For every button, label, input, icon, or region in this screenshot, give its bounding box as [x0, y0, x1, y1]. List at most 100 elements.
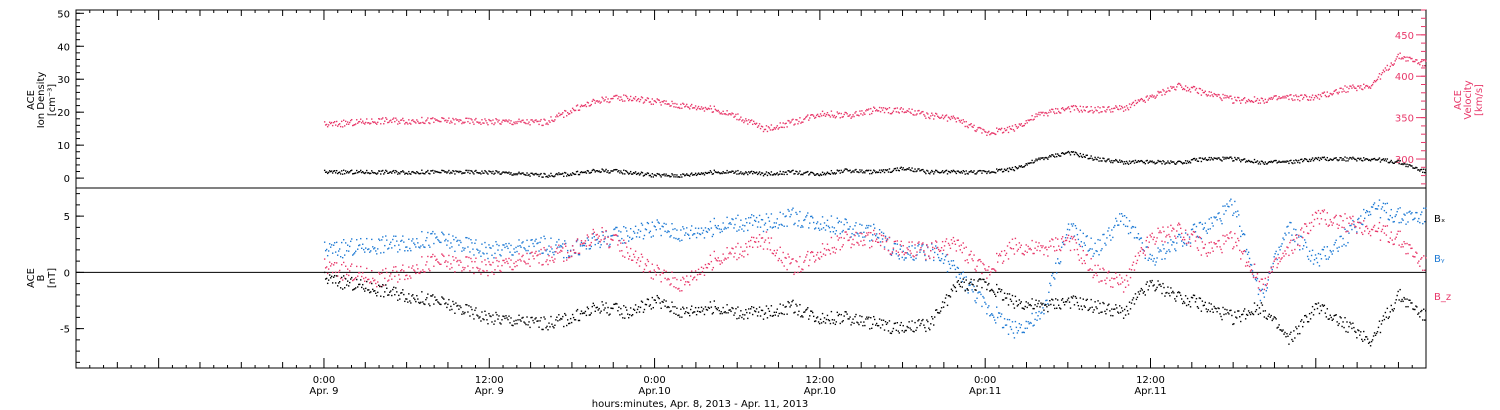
bz-point [392, 269, 394, 272]
density-point [838, 169, 840, 172]
bz-point [1176, 230, 1178, 232]
bz-point [1364, 225, 1367, 228]
bz-point [1047, 255, 1049, 257]
by-point [1024, 327, 1026, 330]
bz-point [709, 254, 712, 257]
velocity-point [443, 117, 445, 120]
density-point [988, 170, 990, 172]
density-point [889, 171, 892, 174]
bz-point [808, 264, 810, 267]
by-point [435, 237, 437, 239]
bz-point [433, 265, 435, 267]
velocity-point [632, 97, 635, 99]
density-point [625, 170, 627, 172]
bz-point [417, 268, 419, 270]
velocity-point [820, 115, 823, 117]
velocity-point [502, 119, 504, 121]
velocity-point [471, 119, 473, 121]
density-point [364, 172, 366, 175]
bz-point [454, 271, 456, 273]
velocity-point [612, 97, 614, 100]
bz-point [1039, 250, 1041, 252]
velocity-point [1063, 109, 1066, 112]
velocity-point [332, 121, 335, 124]
by-point [857, 233, 859, 235]
bz-point [1071, 238, 1074, 240]
velocity-point [1125, 105, 1128, 107]
velocity-point [1290, 94, 1292, 96]
by-point [1388, 219, 1391, 221]
bz-point [1180, 232, 1183, 235]
bz-point [504, 262, 506, 264]
velocity-point [847, 115, 849, 117]
velocity-point [805, 116, 807, 119]
bx-point [637, 306, 640, 308]
bz-point [356, 265, 358, 268]
bz-point [893, 240, 896, 243]
density-point [854, 169, 856, 171]
by-point [1145, 246, 1147, 248]
bz-point [585, 245, 588, 247]
bz-point [682, 276, 684, 279]
density-point [1203, 158, 1206, 160]
by-point [325, 248, 328, 251]
by-point [1270, 266, 1272, 268]
velocity-point [1367, 87, 1370, 89]
by-point [759, 226, 762, 228]
bx-point [567, 322, 570, 325]
bz-point [1063, 243, 1066, 246]
velocity-point [715, 109, 717, 112]
velocity-point [896, 107, 899, 109]
by-point [385, 235, 387, 237]
by-point [687, 233, 689, 235]
density-point [658, 173, 660, 175]
velocity-point [981, 132, 983, 134]
velocity-point [1261, 97, 1264, 100]
bz-point [894, 240, 897, 243]
density-point [982, 170, 984, 172]
bz-point [411, 267, 413, 269]
by-point [661, 225, 663, 227]
bz-point [1346, 217, 1348, 220]
velocity-point [1136, 101, 1139, 104]
density-point [1052, 154, 1054, 156]
bz-point [812, 255, 815, 257]
velocity-point [1034, 116, 1036, 118]
by-point [1339, 235, 1341, 238]
by-point [691, 234, 694, 236]
velocity-point [566, 111, 569, 114]
by-point [746, 221, 748, 224]
density-point [563, 175, 565, 178]
bz-point [1241, 253, 1244, 255]
bz-point [1070, 235, 1073, 238]
density-point [932, 170, 934, 173]
bz-point [1186, 233, 1189, 236]
velocity-point [1396, 56, 1398, 58]
bz-point [569, 250, 572, 252]
density-point [916, 170, 918, 172]
density-point [1180, 161, 1182, 163]
by-point [1343, 243, 1345, 246]
bx-point [739, 315, 741, 317]
density-point [1215, 157, 1217, 160]
by-point [1303, 245, 1305, 247]
bz-point [847, 239, 849, 242]
velocity-point [716, 110, 718, 112]
bz-point [828, 249, 831, 252]
by-point [347, 244, 349, 246]
density-point [667, 174, 669, 177]
density-point [1234, 156, 1236, 159]
bx-point [463, 313, 465, 315]
bx-point [743, 318, 745, 320]
bz-point [1423, 255, 1425, 257]
density-point [977, 170, 979, 172]
velocity-point [909, 111, 911, 113]
bz-point [721, 262, 723, 264]
velocity-point [1152, 96, 1154, 98]
bz-point [438, 262, 440, 264]
density-point [660, 176, 662, 178]
by-point [1297, 243, 1299, 246]
density-point [325, 171, 328, 173]
velocity-point [763, 128, 766, 131]
velocity-point [1186, 86, 1189, 89]
